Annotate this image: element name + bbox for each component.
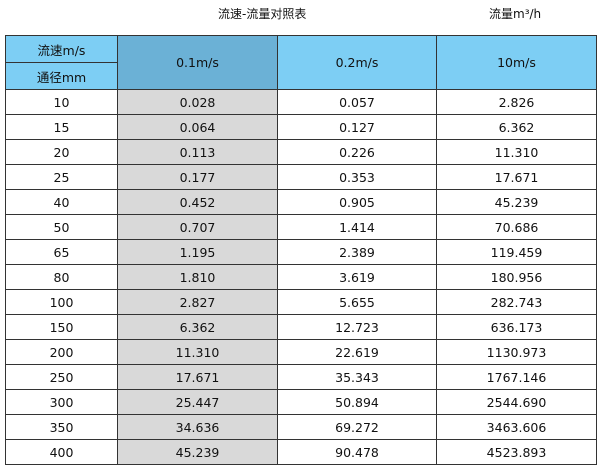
flow-cell: 11.310 — [117, 339, 278, 365]
table-row: 300 25.447 50.894 2544.690 — [5, 389, 597, 415]
flow-cell: 1.414 — [277, 214, 437, 240]
flow-cell: 12.723 — [277, 314, 437, 340]
diameter-cell: 80 — [5, 264, 118, 290]
flow-cell: 17.671 — [117, 364, 278, 390]
flow-cell: 6.362 — [117, 314, 278, 340]
flow-cell: 45.239 — [436, 189, 597, 215]
flow-cell: 4523.893 — [436, 439, 597, 465]
flow-cell: 0.028 — [117, 89, 278, 115]
flow-cell: 0.452 — [117, 189, 278, 215]
table-row: 50 0.707 1.414 70.686 — [5, 214, 597, 240]
flow-cell: 3.619 — [277, 264, 437, 290]
table-row: 150 6.362 12.723 636.173 — [5, 314, 597, 340]
flow-cell: 0.064 — [117, 114, 278, 140]
flow-cell: 35.343 — [277, 364, 437, 390]
flow-cell: 5.655 — [277, 289, 437, 315]
flow-cell: 1.195 — [117, 239, 278, 265]
table-row: 400 45.239 90.478 4523.893 — [5, 439, 597, 465]
flow-cell: 34.636 — [117, 414, 278, 440]
flow-cell: 1.810 — [117, 264, 278, 290]
flow-cell: 2544.690 — [436, 389, 597, 415]
diameter-cell: 350 — [5, 414, 118, 440]
flow-cell: 1130.973 — [436, 339, 597, 365]
diameter-cell: 400 — [5, 439, 118, 465]
flow-cell: 45.239 — [117, 439, 278, 465]
flow-cell: 69.272 — [277, 414, 437, 440]
table-row: 15 0.064 0.127 6.362 — [5, 114, 597, 140]
table-row: 100 2.827 5.655 282.743 — [5, 289, 597, 315]
table-row: 350 34.636 69.272 3463.606 — [5, 414, 597, 440]
diameter-cell: 50 — [5, 214, 118, 240]
flow-cell: 0.127 — [277, 114, 437, 140]
flow-cell: 3463.606 — [436, 414, 597, 440]
flow-cell: 0.707 — [117, 214, 278, 240]
flow-cell: 1767.146 — [436, 364, 597, 390]
flow-cell: 0.057 — [277, 89, 437, 115]
flow-cell: 90.478 — [277, 439, 437, 465]
diameter-cell: 200 — [5, 339, 118, 365]
diameter-cell: 150 — [5, 314, 118, 340]
col-header: 0.1m/s — [117, 35, 278, 90]
speed-header: 流速m/s — [5, 35, 118, 63]
flow-cell: 180.956 — [436, 264, 597, 290]
table-title: 流速-流量对照表 — [218, 7, 307, 21]
flow-cell: 636.173 — [436, 314, 597, 340]
col-header: 0.2m/s — [277, 35, 437, 90]
table-row: 65 1.195 2.389 119.459 — [5, 239, 597, 265]
flow-cell: 0.226 — [277, 139, 437, 165]
diameter-cell: 100 — [5, 289, 118, 315]
diameter-cell: 300 — [5, 389, 118, 415]
diameter-cell: 10 — [5, 89, 118, 115]
flow-cell: 0.905 — [277, 189, 437, 215]
flow-cell: 0.353 — [277, 164, 437, 190]
table-row: 10 0.028 0.057 2.826 — [5, 89, 597, 115]
diameter-cell: 20 — [5, 139, 118, 165]
flow-cell: 17.671 — [436, 164, 597, 190]
flow-cell: 0.177 — [117, 164, 278, 190]
table-row: 25 0.177 0.353 17.671 — [5, 164, 597, 190]
col-header: 10m/s — [436, 35, 597, 90]
flow-table: 流速m/s 0.1m/s 0.2m/s 10m/s 通径mm 10 0.028 0.… — [5, 35, 597, 465]
diameter-header: 通径mm — [5, 62, 118, 90]
diameter-cell: 40 — [5, 189, 118, 215]
unit-label: 流量m³/h — [489, 7, 542, 21]
table-row: 80 1.810 3.619 180.956 — [5, 264, 597, 290]
diameter-cell: 15 — [5, 114, 118, 140]
flow-cell: 25.447 — [117, 389, 278, 415]
flow-cell: 6.362 — [436, 114, 597, 140]
flow-cell: 50.894 — [277, 389, 437, 415]
diameter-cell: 25 — [5, 164, 118, 190]
flow-cell: 119.459 — [436, 239, 597, 265]
flow-cell: 70.686 — [436, 214, 597, 240]
flow-cell: 282.743 — [436, 289, 597, 315]
flow-cell: 0.113 — [117, 139, 278, 165]
flow-cell: 11.310 — [436, 139, 597, 165]
table-row: 200 11.310 22.619 1130.973 — [5, 339, 597, 365]
table-row: 40 0.452 0.905 45.239 — [5, 189, 597, 215]
diameter-cell: 250 — [5, 364, 118, 390]
diameter-cell: 65 — [5, 239, 118, 265]
flow-cell: 22.619 — [277, 339, 437, 365]
table-row: 250 17.671 35.343 1767.146 — [5, 364, 597, 390]
table-row: 20 0.113 0.226 11.310 — [5, 139, 597, 165]
flow-cell: 2.827 — [117, 289, 278, 315]
flow-cell: 2.389 — [277, 239, 437, 265]
flow-cell: 2.826 — [436, 89, 597, 115]
